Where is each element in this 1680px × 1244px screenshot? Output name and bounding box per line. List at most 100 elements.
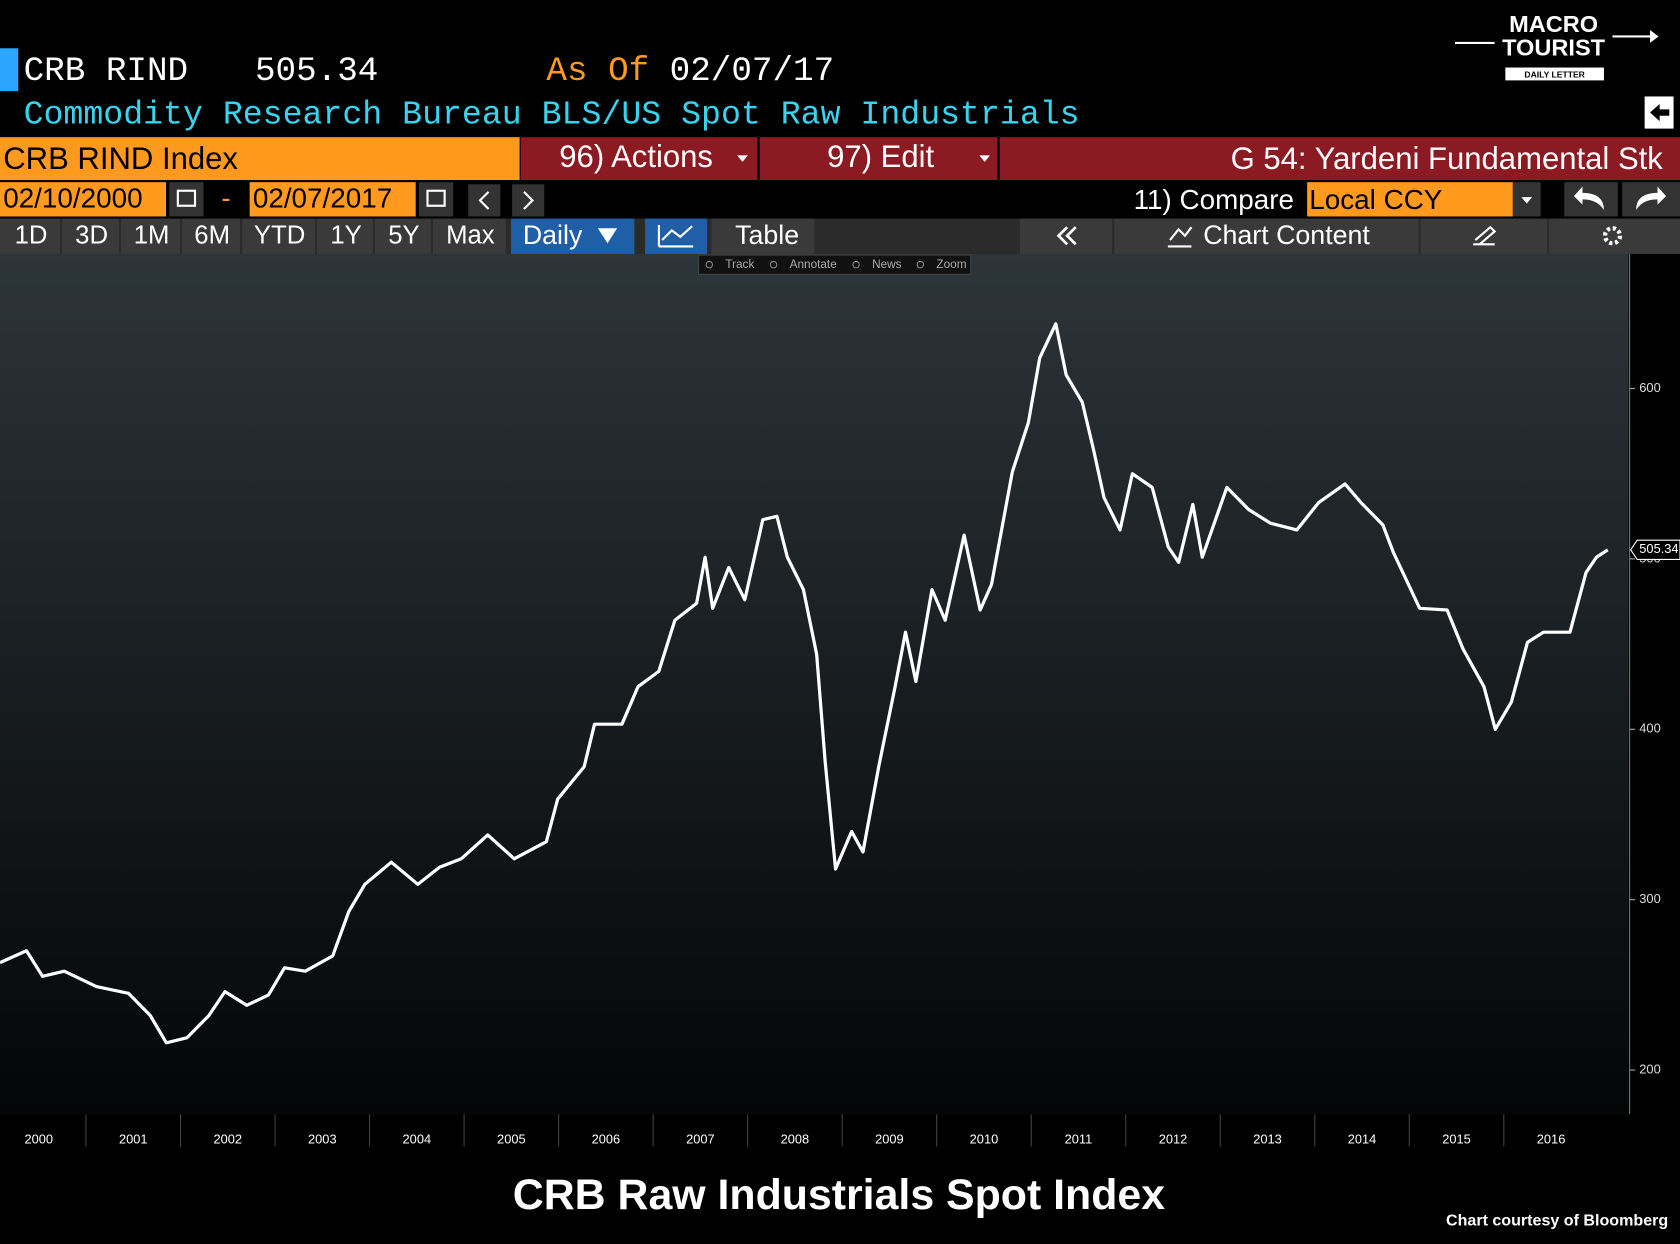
x-tick-label: 2003	[308, 1131, 337, 1146]
x-tick-label: 2012	[1159, 1131, 1188, 1146]
start-date-field[interactable]	[0, 182, 167, 217]
last-value-label: 505.34	[1639, 541, 1678, 556]
logo-line1: MACRO	[1509, 11, 1598, 37]
logo-arrow-head	[1650, 30, 1659, 43]
tool-label[interactable]: Track	[725, 258, 754, 271]
edit-tool-icon	[1473, 225, 1497, 246]
x-tick-label: 2015	[1442, 1131, 1471, 1146]
tool-icon	[769, 260, 778, 269]
period-tab[interactable]	[317, 218, 373, 254]
period-tab[interactable]	[121, 218, 180, 254]
chart-icon	[657, 225, 694, 248]
y-tick-label: 200	[1639, 1061, 1660, 1076]
compare[interactable]: 11) Compare	[1134, 184, 1294, 215]
period-label: 1D	[15, 222, 48, 250]
x-tick-label: 2013	[1253, 1131, 1282, 1146]
cursor-block	[0, 48, 19, 92]
period-tab[interactable]	[182, 218, 240, 254]
edit-button[interactable]	[759, 137, 998, 181]
logo: MACRO TOURIST DAILY LETTER	[1455, 11, 1659, 81]
x-tick-label: 2005	[497, 1131, 526, 1146]
x-tick-label: 2014	[1348, 1131, 1377, 1146]
edit: 97) Edit	[827, 139, 934, 174]
chart-name: G 54: Yardeni Fundamental Stk	[1231, 141, 1664, 176]
tool-icon	[852, 260, 860, 269]
as-of-label: As Of	[546, 52, 649, 91]
x-tick-label: 2010	[970, 1131, 999, 1146]
security-field[interactable]	[0, 137, 520, 181]
chart-tools-items: Track Annotate News Zoom	[705, 258, 967, 271]
edit-tool-button[interactable]	[1420, 218, 1548, 254]
dropdown-icon	[597, 228, 618, 244]
currency-field[interactable]	[1307, 182, 1513, 217]
back-arrow	[1650, 103, 1670, 122]
chart-content-button[interactable]	[1114, 218, 1419, 254]
x-tick-label: 2002	[214, 1131, 243, 1146]
calendar-button[interactable]	[418, 182, 454, 217]
date-separator: -	[221, 183, 230, 214]
period-label: Max	[446, 222, 495, 250]
last-price: 505.34	[255, 52, 378, 91]
x-tick-label: 2009	[875, 1131, 904, 1146]
table: Table	[735, 220, 799, 250]
plot: 2003004005006002000200120022003200420052…	[0, 322, 1680, 1147]
x-tick-label: 2006	[592, 1131, 621, 1146]
tool-label[interactable]: News	[872, 258, 902, 271]
period-tab[interactable]	[432, 218, 506, 254]
plot-area	[0, 253, 1629, 1115]
y-axis-area	[1628, 253, 1680, 1115]
period-tab[interactable]	[62, 218, 119, 254]
frequency-button[interactable]	[511, 218, 635, 254]
end-date-field[interactable]	[249, 182, 416, 217]
period-tab[interactable]	[242, 218, 315, 254]
dropdown-icon	[979, 155, 990, 162]
tool-label[interactable]: Zoom	[936, 258, 966, 271]
redo-icon	[1636, 186, 1667, 211]
chart-view-button[interactable]	[645, 218, 708, 254]
settings-icon	[1602, 226, 1623, 246]
collapse-icon	[1056, 226, 1077, 246]
next-button[interactable]	[512, 184, 545, 217]
period-label: 3D	[75, 222, 108, 250]
chart-tools	[698, 254, 972, 275]
actions-button[interactable]	[520, 137, 758, 181]
chart-content-icon	[1167, 226, 1193, 248]
y-tick-label: 600	[1639, 380, 1660, 395]
actions: 96) Actions	[559, 139, 713, 174]
period-label: 5Y	[388, 222, 419, 250]
dropdown-icon	[737, 155, 748, 162]
settings-button[interactable]	[1549, 218, 1680, 254]
period-label: 1Y	[330, 222, 361, 250]
calendar-icon	[176, 189, 197, 207]
dropdown-icon	[1521, 197, 1533, 204]
chart-content: Chart Content	[1203, 220, 1370, 250]
next-icon	[523, 191, 535, 210]
currency: Local CCY	[1309, 184, 1442, 215]
frequency: Daily	[523, 220, 583, 250]
y-tick-label: 300	[1639, 891, 1660, 906]
period-label: 1M	[134, 222, 170, 250]
period-tab[interactable]	[375, 218, 431, 254]
prev-icon	[478, 191, 490, 210]
description: Commodity Research Bureau BLS/US Spot Ra…	[24, 95, 1080, 133]
period-label: YTD	[254, 222, 305, 250]
table-button[interactable]	[711, 218, 815, 254]
x-tick-label: 2008	[781, 1131, 810, 1146]
y-tick-label: 400	[1639, 721, 1660, 736]
calendar-icon	[426, 189, 446, 207]
prev-button[interactable]	[468, 184, 501, 217]
chart-source: Chart courtesy of Bloomberg	[1446, 1212, 1668, 1230]
tool-label[interactable]: Annotate	[790, 258, 838, 271]
tool-icon	[705, 260, 714, 269]
chart-title: CRB Raw Industrials Spot Index	[513, 1171, 1165, 1219]
calendar-button[interactable]	[169, 182, 204, 217]
period-tab[interactable]	[0, 218, 60, 254]
last-value-flag	[1630, 539, 1680, 561]
period-tabs: 1D 3D 1M 6M YTD 1Y 5Y Max	[0, 218, 506, 254]
start-date: 02/10/2000	[3, 183, 142, 214]
price-line	[0, 322, 1609, 1045]
x-tick-label: 2000	[24, 1131, 53, 1146]
chart-name-field[interactable]	[999, 137, 1680, 181]
